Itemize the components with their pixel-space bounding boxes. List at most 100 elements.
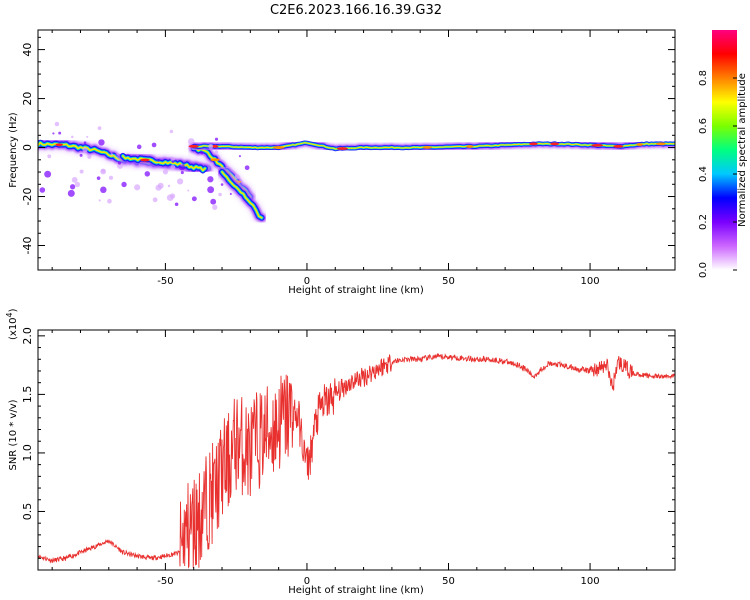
spectrogram-noise <box>166 194 174 202</box>
spectrogram-noise <box>207 176 214 183</box>
spectrogram-noise <box>98 139 105 146</box>
spectrogram-peak <box>422 145 432 149</box>
spectrogram-noise <box>134 184 141 191</box>
x-tick-label: -50 <box>157 576 173 587</box>
spectrogram-noise <box>144 171 151 177</box>
spectrogram-y-ticks: -40 -20 0 20 40 <box>21 36 675 271</box>
spectrogram-noise <box>180 171 184 175</box>
colorbar-tick-label: 0.6 <box>698 118 709 134</box>
spectrogram-noise <box>157 159 160 162</box>
spectrogram-y-label: Frequency (Hz) <box>8 112 19 188</box>
spectrogram-peak <box>188 144 199 148</box>
spectrogram-noise <box>110 153 114 156</box>
spectrogram-noise <box>82 147 88 153</box>
spectrogram-noise <box>83 141 87 145</box>
spectrogram-noise <box>214 137 219 141</box>
y-tick-label: 1.0 <box>21 444 34 462</box>
snr-frame <box>37 329 676 571</box>
spectrogram-noise <box>171 160 175 163</box>
spectrogram-noise <box>138 163 141 167</box>
spectrogram-noise <box>218 192 222 197</box>
colorbar-tick-label: 0.2 <box>698 214 709 230</box>
spectrogram-noise <box>210 162 214 166</box>
snr-x-ticks: -50 0 50 100 <box>51 330 676 587</box>
colorbar-gradient <box>712 30 737 270</box>
spectrogram-noise <box>187 189 190 192</box>
spectrogram-peak <box>529 142 538 146</box>
spectrogram-noise <box>167 184 171 188</box>
spectrogram-peak <box>55 143 63 147</box>
spectrogram-noise <box>229 192 232 195</box>
figure-title: C2E6.2023.166.16.39.G32 <box>270 3 442 18</box>
spectrogram-peak <box>550 142 560 146</box>
spectrogram-noise <box>97 126 102 131</box>
spectrogram-noise <box>200 151 204 155</box>
spectrogram-peak <box>211 144 219 148</box>
spectrogram-noise <box>214 150 219 154</box>
spectrogram-trace <box>122 155 206 172</box>
spectrogram-noise <box>220 183 224 186</box>
spectrogram-noise <box>180 163 183 166</box>
spectrogram-noise <box>169 129 174 134</box>
x-tick-label: 100 <box>581 276 600 287</box>
y-tick-label: 0 <box>21 144 34 151</box>
spectrogram-noise <box>178 164 186 171</box>
spectrogram-noise <box>74 181 81 188</box>
x-tick-label: 100 <box>581 576 600 587</box>
colorbar: 0.0 0.2 0.4 0.6 0.8 Normalized spectral ampl… <box>698 30 748 278</box>
spectrogram-noise <box>100 186 107 194</box>
spectrogram-noise <box>212 204 218 210</box>
multiplier-exp: 4 <box>5 312 14 317</box>
spectrogram-noise <box>210 198 217 205</box>
snr-y-multiplier: (x104) <box>5 308 19 340</box>
colorbar-tick-label: 0.8 <box>698 70 709 86</box>
spectrogram-noise <box>174 202 179 207</box>
spectrogram-noise <box>238 155 242 158</box>
spectrogram-peak <box>336 147 348 150</box>
snr-panel: -50 0 50 100 0.5 1.0 1.5 2.0 Height of straigh… <box>5 308 676 596</box>
spectrogram-peak <box>591 144 604 147</box>
x-tick-label: 50 <box>442 276 455 287</box>
spectrogram-noise <box>191 196 197 202</box>
colorbar-tick-label: 0.0 <box>698 262 709 278</box>
svg-text:(x104): (x104) <box>5 308 19 340</box>
spectrogram-noise <box>79 153 83 157</box>
spectrogram-peak <box>140 158 150 162</box>
snr-series-line <box>38 353 675 569</box>
spectrogram-noise <box>67 189 75 197</box>
spectrogram-noise <box>136 144 142 150</box>
spectrogram-noise <box>58 131 62 135</box>
spectrogram-peak <box>655 142 666 146</box>
multiplier-close: ) <box>8 308 19 312</box>
spectrogram-peak <box>210 158 220 162</box>
y-tick-label: 20 <box>21 92 34 106</box>
snr-y-ticks: 0.5 1.0 1.5 2.0 <box>21 327 675 559</box>
spectrogram-noise <box>117 161 122 165</box>
snr-y-label: SNR (10 * v/v) <box>8 399 19 470</box>
spectrogram-noise <box>69 184 76 190</box>
spectrogram-noise <box>52 132 55 135</box>
spectrogram-noise <box>70 135 74 139</box>
spectrogram-noise <box>87 154 92 159</box>
x-tick-label: 0 <box>304 276 310 287</box>
spectrogram-noise <box>71 177 78 183</box>
spectrogram-noise <box>100 168 107 175</box>
spectrogram-noise <box>86 135 89 138</box>
colorbar-label: Normalized spectral amplitude <box>737 73 748 227</box>
x-tick-label: 0 <box>304 576 310 587</box>
snr-x-label: Height of straight line (km) <box>288 585 424 596</box>
spectrogram-noise <box>177 178 184 185</box>
spectrogram-noise <box>107 198 112 204</box>
spectrogram-noise <box>47 154 52 159</box>
spectrogram-peak <box>466 145 474 148</box>
y-tick-label: -40 <box>21 237 34 255</box>
spectrogram-noise <box>155 184 162 191</box>
spectrogram-noise <box>152 197 158 203</box>
spectrogram-noise <box>117 163 123 169</box>
spectrogram-noise <box>39 187 46 193</box>
spectrogram-noise <box>96 176 101 180</box>
y-tick-label: 40 <box>21 43 34 57</box>
spectrogram-peak <box>636 143 644 146</box>
x-tick-label: -50 <box>157 276 173 287</box>
